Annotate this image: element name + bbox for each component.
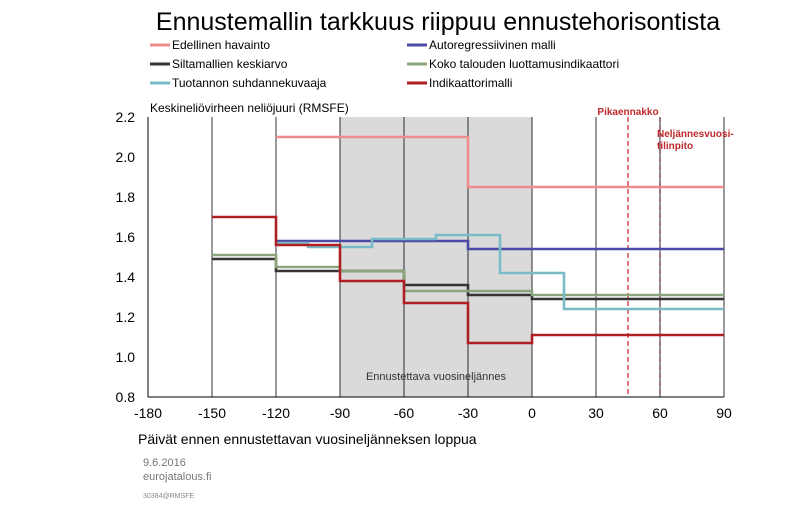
legend-label: Edellinen havainto (172, 38, 270, 52)
shaded-region (340, 117, 532, 397)
chart-title: Ennustemallin tarkkuus riippuu ennusteho… (156, 8, 720, 36)
plot-area: Pikaennakko Neljännesvuosi-tilinpito Ennu… (147, 107, 734, 398)
x-tick-label: -150 (198, 405, 226, 421)
legend-label: Autoregressiivinen malli (429, 38, 556, 52)
x-tick-label: 30 (588, 405, 604, 421)
footer-source: eurojatalous.fi (143, 471, 212, 483)
legend-label: Tuotannon suhdannekuvaaja (172, 76, 327, 90)
x-tick-label: -90 (330, 405, 350, 421)
series-group (212, 135, 724, 345)
x-tick-label: -120 (262, 405, 290, 421)
series-line (212, 215, 724, 345)
legend-label: Siltamallien keskiarvo (172, 57, 288, 71)
x-tick-label: 0 (528, 405, 536, 421)
marker-label: tilinpito (657, 141, 693, 152)
series-line (212, 253, 724, 297)
footer-date: 9.6.2016 (143, 457, 186, 469)
series-line (276, 135, 724, 189)
y-axis-label: Keskineliövirheen neliöjuuri (RMSFE) (150, 101, 349, 115)
y-tick-labels: 0.8 1.0 1.2 1.4 1.6 1.8 2.0 2.2 (116, 109, 136, 405)
marker-label: Pikaennakko (597, 107, 658, 118)
x-tick-label: -180 (134, 405, 162, 421)
y-tick-label: 0.8 (116, 389, 136, 405)
x-tick-label: -60 (394, 405, 414, 421)
legend: Edellinen havainto Autoregressiivinen mal… (150, 38, 619, 90)
y-tick-label: 2.0 (116, 149, 136, 165)
y-tick-label: 1.2 (116, 309, 136, 325)
footer-code: 30384@RMSFE (143, 493, 194, 500)
x-tick-label: 90 (716, 405, 732, 421)
y-tick-label: 1.0 (116, 349, 136, 365)
y-tick-label: 2.2 (116, 109, 136, 125)
series-line (276, 233, 724, 311)
y-tick-label: 1.4 (116, 269, 136, 285)
marker-label: Neljännesvuosi- (657, 129, 734, 140)
y-tick-label: 1.8 (116, 189, 136, 205)
shaded-region-label: Ennustettava vuosineljännes (366, 371, 507, 383)
x-axis-label: Päivät ennen ennustettavan vuosineljänne… (138, 431, 477, 447)
x-tick-labels: -180 -150 -120 -90 -60 -30 0 30 60 90 (134, 405, 732, 421)
x-tick-label: 60 (652, 405, 668, 421)
x-tick-label: -30 (458, 405, 478, 421)
event-markers: Pikaennakko Neljännesvuosi-tilinpito (597, 107, 734, 397)
legend-label: Indikaattorimalli (429, 76, 512, 90)
legend-label: Koko talouden luottamusindikaattori (429, 57, 619, 71)
y-tick-label: 1.6 (116, 229, 136, 245)
